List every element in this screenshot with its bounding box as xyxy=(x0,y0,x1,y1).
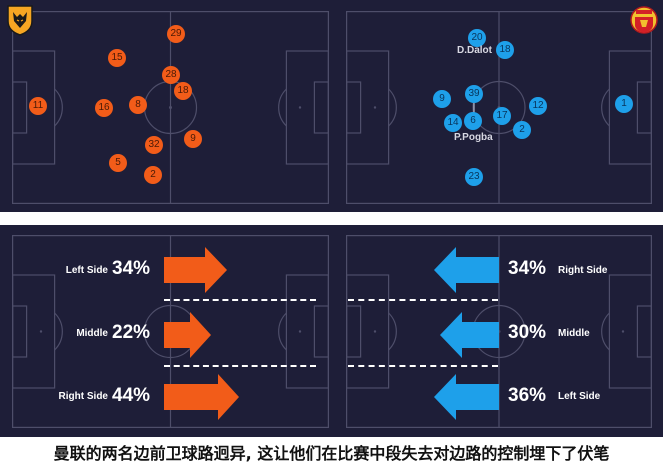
united-player-39: 39 xyxy=(465,85,483,103)
united-player-17: 17 xyxy=(493,107,511,125)
united-player-14: 14 xyxy=(444,114,462,132)
right-zone-label-top: Right Side xyxy=(558,265,608,276)
left-zone-label-top: Left Side xyxy=(65,265,108,276)
wolves-player-16: 16 xyxy=(95,99,113,117)
arrow-right-top-icon xyxy=(164,247,227,293)
left-zone-pct-middle: 22% xyxy=(112,322,151,343)
zone-divider-left-lower xyxy=(164,365,316,367)
arrow-left-middle-icon xyxy=(440,312,499,358)
left-zone-label-middle: Middle xyxy=(76,328,108,339)
right-zone-pct-bottom: 36% xyxy=(508,385,547,406)
wolf-crest-icon xyxy=(7,5,33,36)
wolves-player-28: 28 xyxy=(162,66,180,84)
wolves-player-29: 29 xyxy=(167,25,185,43)
wolves-player-8: 8 xyxy=(129,96,147,114)
zone-divider-right-upper xyxy=(348,299,498,301)
united-player-1: 1 xyxy=(615,95,633,113)
devil-crest-icon xyxy=(630,6,658,34)
united-player-6: 6 xyxy=(464,112,482,130)
wolves-player-9: 9 xyxy=(184,130,202,148)
united-player-18: 18 xyxy=(496,41,514,59)
arrow-right-middle-icon xyxy=(164,312,211,358)
wolves-player-18: 18 xyxy=(174,82,192,100)
caption: 曼联的两名边前卫球路迥异, 这让他们在比赛中段失去对边路的控制埋下了伏笔 xyxy=(53,444,610,463)
wolves-player-15: 15 xyxy=(108,49,126,67)
united-player-2: 2 xyxy=(513,121,531,139)
wolves-player-32: 32 xyxy=(145,136,163,154)
arrow-left-top-icon xyxy=(434,247,499,293)
united-player-12: 12 xyxy=(529,97,547,115)
right-zone-pct-top: 34% xyxy=(508,258,547,279)
left-zone-pct-top: 34% xyxy=(112,258,151,279)
attack-direction-panel xyxy=(0,225,663,437)
united-player-20: 20 xyxy=(468,29,486,47)
player-name-dalot: D.Dalot xyxy=(457,45,492,56)
player-name-pogba: P.Pogba xyxy=(454,132,493,143)
zone-divider-right-lower xyxy=(348,365,498,367)
right-zone-label-middle: Middle xyxy=(558,328,590,339)
united-player-23: 23 xyxy=(465,168,483,186)
arrow-right-bottom-icon xyxy=(164,374,239,420)
zone-divider-left-upper xyxy=(164,299,316,301)
wolves-player-2: 2 xyxy=(144,166,162,184)
left-zone-label-bottom: Right Side xyxy=(58,391,108,402)
right-zone-label-bottom: Left Side xyxy=(558,391,601,402)
left-zone-pct-bottom: 44% xyxy=(112,385,151,406)
united-player-9: 9 xyxy=(433,90,451,108)
arrow-left-bottom-icon xyxy=(434,374,499,420)
right-zone-pct-middle: 30% xyxy=(508,322,547,343)
pitch-top-right xyxy=(346,11,652,204)
wolves-player-11: 11 xyxy=(29,97,47,115)
wolves-player-5: 5 xyxy=(109,154,127,172)
pitch-top-left xyxy=(12,11,329,204)
